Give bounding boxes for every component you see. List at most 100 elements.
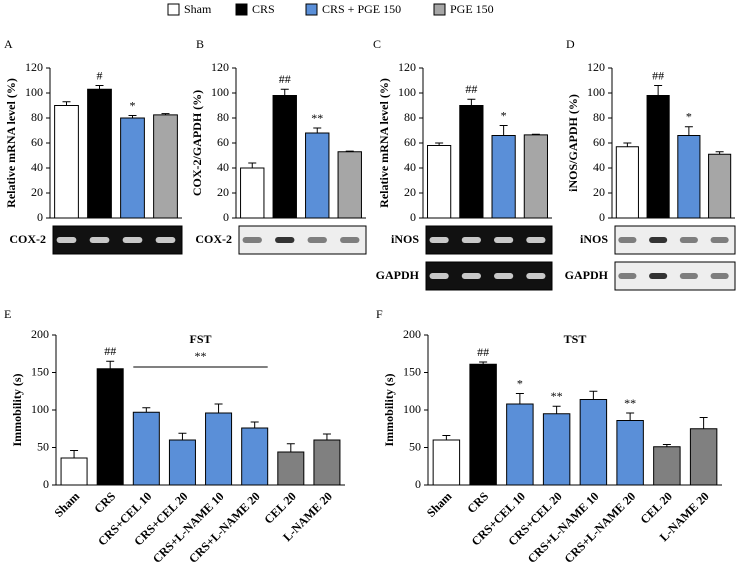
bar [337,151,362,219]
blot-label: iNOS [580,232,608,246]
panel-letter: D [566,37,575,51]
bar [677,135,701,219]
y-axis-label: Immobility (s) [10,374,24,447]
bar [132,411,160,486]
y-tick-label: 0 [599,210,605,224]
bar [708,153,732,219]
blot-band [155,237,176,243]
chart-title: TST [564,332,587,346]
legend-label: CRS + PGE 150 [322,2,401,16]
bar [432,439,461,486]
blot-band [461,273,481,279]
bar [313,439,341,486]
bar [240,167,265,219]
y-tick-label: 120 [587,60,605,74]
legend-label: CRS [252,2,275,16]
y-tick-label: 40 [593,160,605,174]
blot-band [526,237,546,243]
panel-letter: A [4,37,13,51]
blot-band [429,273,449,279]
blot-band [461,237,481,243]
y-tick-label: 80 [404,110,416,124]
bar [646,95,670,219]
bar [616,420,644,486]
y-tick-label: 80 [593,110,605,124]
bar [427,145,452,219]
significance: ## [104,344,116,358]
blot-label: COX-2 [9,232,46,246]
legend-swatch [235,3,248,16]
y-axis-label: iNOS/GAPDH (%) [566,94,580,192]
y-tick-label: 100 [31,402,49,416]
y-tick-label: 120 [25,60,43,74]
blot-band [618,273,637,279]
bar [689,428,718,486]
y-tick-label: 20 [593,185,605,199]
legend-swatch [305,3,318,16]
significance: ** [195,349,207,363]
blot-band [122,237,143,243]
significance: ** [551,389,563,403]
y-tick-label: 200 [403,327,421,341]
bar [491,135,516,219]
y-tick-label: 0 [223,210,229,224]
panel-letter: E [4,307,11,321]
y-tick-label: 0 [37,210,43,224]
x-tick-label: Sham [51,489,82,520]
panel-letter: B [196,37,204,51]
bar [305,132,330,219]
y-tick-label: 20 [404,185,416,199]
blot-band [494,237,514,243]
bar [54,105,79,219]
y-axis-label: COX-2/GAPDH (%) [190,90,204,196]
bar [523,134,548,219]
bar [96,368,124,486]
bar [60,457,88,486]
y-tick-label: 40 [31,160,43,174]
y-tick-label: 100 [25,85,43,99]
bar [615,146,639,219]
blot-label: GAPDH [376,268,420,282]
y-tick-label: 100 [398,85,416,99]
x-tick-label: Sham [424,489,455,520]
y-tick-label: 50 [409,439,421,453]
significance: # [97,68,103,82]
significance: ## [279,72,291,86]
significance: ## [477,345,489,359]
y-tick-label: 60 [31,135,43,149]
y-tick-label: 40 [217,160,229,174]
panel-letter: F [376,307,383,321]
blot-band [649,237,668,243]
bar [579,399,608,486]
significance: * [130,98,136,112]
blot-band [710,237,729,243]
y-tick-label: 80 [217,110,229,124]
significance: ** [624,396,636,410]
y-tick-label: 20 [31,185,43,199]
bar [87,88,112,219]
y-tick-label: 0 [415,477,421,491]
blot-band [679,237,698,243]
blot-band [242,237,262,243]
panel-letter: C [373,37,381,51]
significance: * [517,376,523,390]
y-tick-label: 60 [404,135,416,149]
y-axis-label: Relative mRNA level (%) [4,78,18,208]
legend-label: PGE 150 [450,2,494,16]
significance: * [501,108,507,122]
y-tick-label: 100 [211,85,229,99]
y-tick-label: 0 [43,477,49,491]
bar [168,439,196,486]
y-tick-label: 20 [217,185,229,199]
y-tick-label: 150 [31,364,49,378]
bar [153,114,178,219]
y-tick-label: 50 [37,439,49,453]
blot-band [649,273,668,279]
y-tick-label: 0 [410,210,416,224]
chart-title: FST [189,332,211,346]
blot-label: GAPDH [565,268,609,282]
x-tick-label: CRS [91,489,118,516]
blot-band [340,237,360,243]
blot-band [429,237,449,243]
